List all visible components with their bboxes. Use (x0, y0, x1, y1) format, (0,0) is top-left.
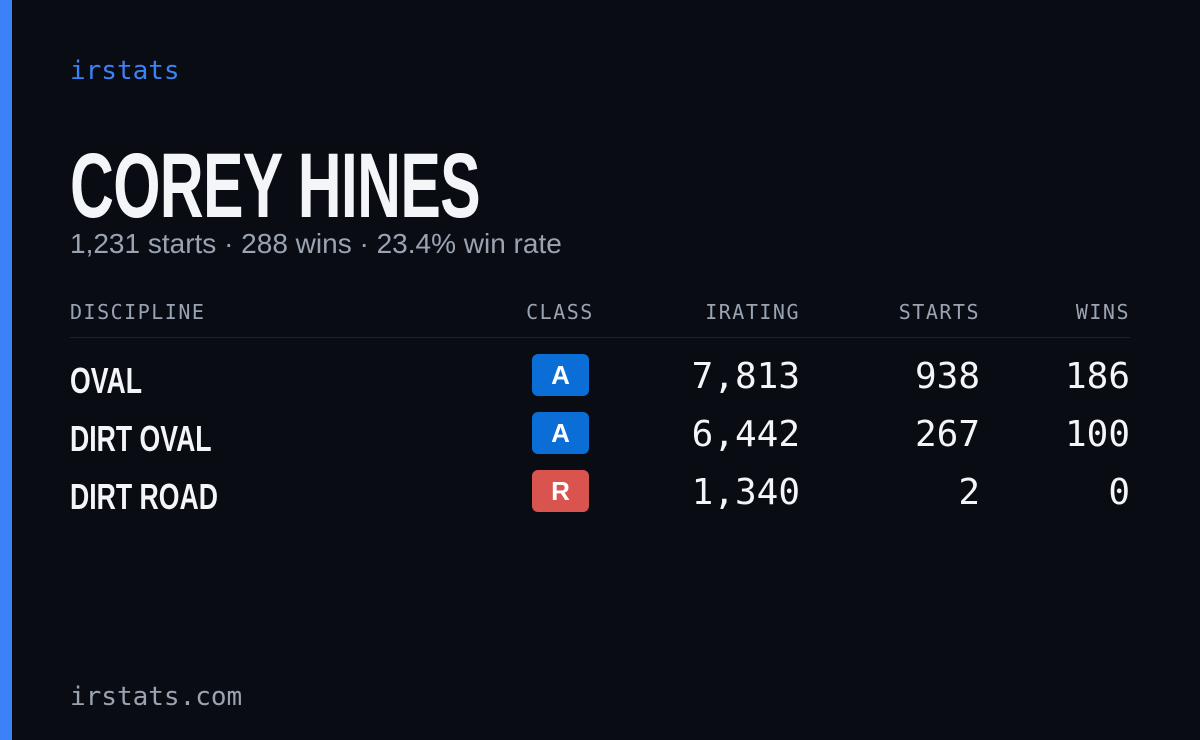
starts-value: 2 (958, 472, 980, 513)
subtitle: 1,231 starts · 288 wins · 23.4% win rate (70, 228, 562, 259)
wins-value: 0 (1108, 472, 1130, 513)
starts-value: 938 (914, 356, 980, 397)
class-badge: R (532, 470, 589, 512)
discipline: DIRT ROAD (70, 476, 218, 517)
class-badge: A (532, 412, 589, 454)
column-header: IRATING (705, 300, 800, 324)
column-header: CLASS (526, 300, 594, 324)
wins-value: 186 (1064, 356, 1130, 397)
wins-value: 100 (1064, 414, 1130, 455)
footer: irstats.com (70, 682, 243, 712)
class-badge: A (532, 354, 589, 396)
brand: irstats (70, 56, 180, 86)
discipline: DIRT OVAL (70, 418, 212, 459)
title: COREY HINES (70, 135, 481, 237)
discipline: OVAL (70, 360, 143, 401)
accent-bar (0, 0, 12, 740)
column-header: WINS (1075, 300, 1130, 324)
divider (70, 337, 1130, 338)
irating-value: 1,340 (691, 472, 800, 513)
column-header: DISCIPLINE (70, 300, 206, 324)
irating-value: 6,442 (691, 414, 800, 455)
irating-value: 7,813 (691, 356, 800, 397)
column-header: STARTS (898, 300, 980, 324)
starts-value: 267 (914, 414, 980, 455)
